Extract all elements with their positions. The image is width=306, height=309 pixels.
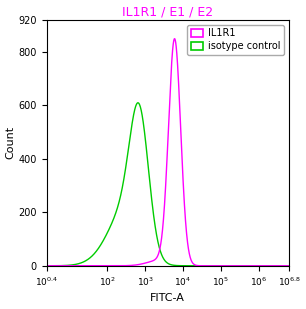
Legend: IL1R1, isotype control: IL1R1, isotype control	[187, 25, 284, 55]
Y-axis label: Count: Count	[6, 126, 16, 159]
Title: IL1R1 / E1 / E2: IL1R1 / E1 / E2	[122, 6, 213, 19]
X-axis label: FITC-A: FITC-A	[150, 294, 185, 303]
